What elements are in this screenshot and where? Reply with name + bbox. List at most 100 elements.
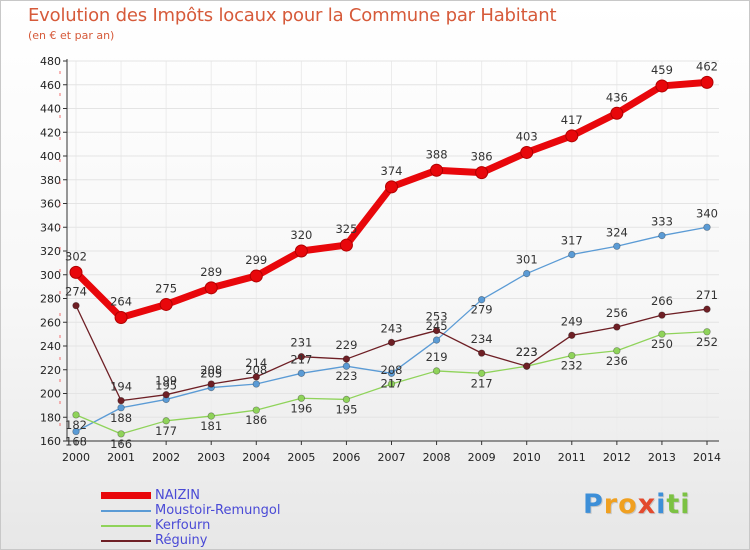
x-tick-label: 2010 — [513, 451, 541, 464]
series-point — [613, 347, 621, 355]
legend-item-reguiny: Réguiny — [101, 533, 361, 548]
data-label: 324 — [606, 225, 628, 239]
series-point — [72, 427, 80, 436]
series-point — [252, 406, 260, 414]
series-point — [610, 106, 624, 120]
data-label: 252 — [696, 335, 718, 349]
y-tick-label: 340 — [40, 221, 61, 234]
data-label: 223 — [516, 345, 538, 359]
series-point — [655, 79, 669, 93]
legend-swatch-reguiny — [101, 540, 151, 542]
series-point — [387, 338, 396, 347]
series-point — [159, 297, 173, 311]
chart-title: Evolution des Impôts locaux pour la Comm… — [28, 5, 557, 26]
data-label: 208 — [245, 363, 267, 377]
series-point — [385, 180, 398, 194]
data-label: 194 — [110, 380, 132, 394]
data-label: 195 — [335, 402, 357, 416]
series-point — [475, 166, 489, 180]
logo-letter: P — [583, 489, 604, 520]
data-label: 223 — [516, 345, 538, 359]
legend-label-reguiny: Réguiny — [155, 533, 208, 548]
series-point — [72, 411, 80, 419]
y-tick-label: 360 — [40, 198, 61, 211]
data-label: 205 — [200, 367, 222, 381]
data-label: 388 — [426, 147, 448, 161]
series-point — [432, 367, 441, 375]
series-point — [700, 75, 714, 89]
data-label: 403 — [516, 129, 538, 143]
legend-swatch-kerfourn — [101, 525, 151, 527]
data-label: 459 — [651, 63, 673, 77]
data-label: 214 — [245, 356, 267, 370]
x-tick-label: 2003 — [197, 451, 225, 464]
series-point — [477, 369, 486, 377]
proxiti-logo: Proxiti — [583, 489, 691, 520]
legend-item-moustoir: Moustoir-Remungol — [101, 503, 361, 518]
x-tick-label: 2013 — [648, 451, 676, 464]
data-label: 299 — [245, 253, 267, 267]
data-label: 181 — [200, 419, 222, 433]
series-point — [69, 265, 83, 279]
series-point — [72, 301, 80, 310]
data-label: 208 — [381, 363, 403, 377]
data-label: 374 — [381, 164, 403, 178]
data-label: 231 — [290, 336, 312, 350]
series-point — [342, 395, 351, 404]
logo-letter: r — [603, 489, 619, 520]
data-label: 275 — [155, 281, 177, 295]
series-point — [252, 373, 260, 381]
data-label: 264 — [110, 295, 132, 309]
y-tick-label: 280 — [40, 293, 61, 306]
y-tick-label: 260 — [40, 316, 61, 329]
x-tick-label: 2008 — [423, 451, 451, 464]
x-tick-label: 2009 — [468, 451, 496, 464]
data-label: 320 — [290, 228, 312, 242]
x-tick-label: 2011 — [558, 451, 586, 464]
series-point — [387, 380, 396, 388]
series-point — [297, 369, 306, 377]
x-tick-label: 2002 — [152, 451, 180, 464]
series-point — [430, 163, 444, 177]
series-point — [568, 250, 576, 259]
y-tick-label: 420 — [40, 126, 61, 139]
y-tick-label: 240 — [40, 340, 61, 353]
data-label: 217 — [290, 352, 312, 366]
data-label: 340 — [696, 206, 718, 220]
data-label: 250 — [651, 337, 673, 351]
data-label: 232 — [561, 359, 583, 373]
series-point — [117, 396, 125, 405]
series-point — [342, 355, 351, 363]
series-point — [114, 311, 128, 324]
data-label: 196 — [290, 401, 312, 415]
y-tick-label: 460 — [40, 79, 61, 92]
data-label: 208 — [200, 363, 222, 377]
data-label: 386 — [471, 150, 493, 164]
legend: NAIZIN Moustoir-Remungol Kerfourn Réguin… — [101, 488, 361, 548]
series-point — [249, 269, 263, 283]
y-tick-label: 300 — [40, 269, 61, 282]
data-label: 302 — [65, 249, 87, 263]
x-tick-label: 2007 — [378, 451, 406, 464]
series-point — [565, 129, 579, 143]
data-label: 271 — [696, 288, 718, 302]
data-label: 317 — [561, 234, 583, 248]
y-tick-label: 320 — [40, 245, 61, 258]
data-label: 249 — [561, 314, 583, 328]
data-label: 234 — [471, 332, 493, 346]
legend-label-naizin: NAIZIN — [155, 488, 200, 503]
data-label: 279 — [471, 303, 493, 317]
data-label: 186 — [245, 413, 267, 427]
series-point — [703, 328, 711, 336]
legend-item-naizin: NAIZIN — [101, 488, 361, 503]
series-point — [297, 394, 306, 402]
series-point — [568, 351, 576, 360]
y-tick-label: 480 — [40, 55, 61, 68]
data-label: 188 — [110, 411, 132, 425]
data-label: 333 — [651, 215, 673, 229]
series-point — [613, 242, 621, 250]
data-label: 253 — [426, 310, 448, 324]
data-label: 274 — [65, 285, 87, 299]
x-tick-label: 2004 — [242, 451, 270, 464]
